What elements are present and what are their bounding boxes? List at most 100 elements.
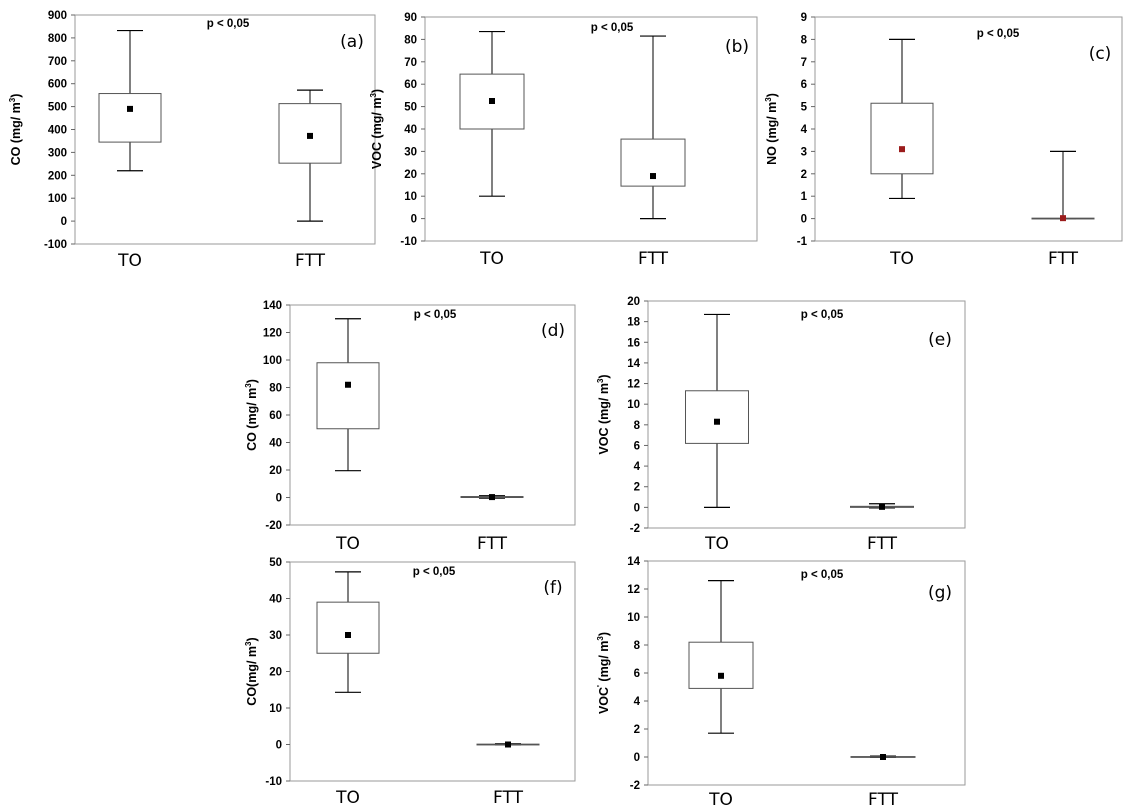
y-tick-label: 0 (634, 752, 640, 764)
y-tick-label: 7 (801, 57, 807, 69)
y-axis-label-text: VOC (mg/ m (597, 383, 611, 455)
p-value-annotation: p < 0,05 (801, 569, 844, 581)
y-axis-label-close: ) (597, 374, 611, 378)
chart-panel: -2 0 2 4 6 8 10 12 14 VOC' (mg/ m3) p < 0,05 (g) TO F… (596, 556, 966, 810)
y-axis-label: VOC (mg/ m3) (596, 374, 611, 454)
box-to (685, 313, 749, 508)
y-tick-label: 0 (276, 740, 282, 752)
mean-marker (127, 105, 133, 112)
category-label: TO (889, 249, 914, 269)
y-tick-label: 40 (404, 124, 417, 136)
box-iqr (620, 138, 686, 187)
y-tick-label: 10 (627, 612, 640, 624)
panel-label: (c) (1089, 44, 1112, 64)
y-tick-label: 6 (801, 79, 807, 91)
category-label: FTT (868, 790, 899, 810)
category-label: TO (335, 534, 360, 554)
y-tick-label: 60 (269, 410, 282, 422)
y-tick-label: 80 (269, 383, 282, 395)
p-value-annotation: p < 0,05 (591, 22, 634, 34)
panel-label: (e) (928, 330, 952, 350)
panel-label: (f) (543, 578, 562, 598)
mean-marker (879, 503, 885, 510)
y-axis-label-close: ) (370, 89, 384, 93)
y-tick-label: 12 (627, 379, 640, 391)
y-tick-label: 400 (48, 125, 67, 137)
chart-panel: -2 0 2 4 6 8 10 12 14 16 18 20 VOC (mg/ m3) p < 0,05 (… (596, 296, 966, 554)
category-label: TO (479, 249, 504, 269)
y-axis-label-text: VOC (mg/ m (370, 98, 384, 170)
mean-marker (505, 741, 511, 748)
panel-label: (a) (340, 32, 364, 52)
y-tick-label: -10 (265, 776, 282, 788)
mean-marker (718, 672, 724, 679)
y-tick-label: 0 (801, 214, 807, 226)
y-tick-label: 0 (61, 216, 67, 228)
y-tick-label: 900 (48, 10, 67, 22)
y-tick-label: 4 (801, 124, 808, 136)
y-tick-label: 90 (404, 12, 417, 24)
y-tick-label: -100 (44, 239, 67, 251)
p-value-annotation: p < 0,05 (413, 566, 456, 578)
category-label: FTT (1048, 249, 1079, 269)
box-to (870, 38, 934, 200)
y-tick-label: 10 (269, 703, 282, 715)
box-iqr (278, 103, 342, 164)
y-tick-label: 16 (627, 337, 640, 349)
box-iqr (870, 102, 934, 175)
mean-marker (489, 98, 495, 104)
chart-panel: -20 0 20 40 60 80 100 120 140 CO (mg/ m3) p < 0,05… (244, 300, 576, 554)
category-label: FTT (638, 249, 669, 269)
category-label: FTT (867, 534, 898, 554)
y-axis-label-text-mid: (mg/ m (597, 641, 611, 685)
category-label: TO (708, 790, 733, 810)
y-tick-label: 0 (276, 493, 282, 505)
y-tick-label: 18 (627, 317, 640, 329)
y-tick-label: -1 (797, 236, 808, 248)
mean-marker (307, 132, 313, 139)
y-tick-label: 8 (634, 640, 641, 652)
chart-panel: -100 0 100 200 300 400 500 600 700 800 900 CO (mg/ … (8, 10, 376, 271)
y-tick-label: 200 (48, 170, 67, 182)
box-ftt (1031, 150, 1095, 222)
y-tick-label: 80 (404, 34, 417, 46)
mean-marker (650, 173, 656, 180)
y-tick-label: 700 (48, 56, 67, 68)
y-tick-label: 40 (269, 594, 282, 606)
y-tick-label: 120 (263, 328, 282, 340)
y-tick-label: 300 (48, 147, 67, 159)
y-tick-label: 20 (404, 169, 417, 181)
p-value-annotation: p < 0,05 (801, 309, 844, 321)
y-tick-label: 50 (404, 102, 417, 114)
y-tick-label: 4 (634, 461, 641, 473)
y-axis-label-text: CO (mg/ m (245, 388, 259, 451)
p-value-annotation: p < 0,05 (207, 18, 250, 30)
y-tick-label: 1 (801, 191, 808, 203)
y-tick-label: 100 (48, 193, 67, 205)
chart-panel: -10 0 10 20 30 40 50 60 70 80 90 VOC (mg/ m3) p < 0,… (369, 12, 758, 269)
box-ftt (850, 754, 916, 760)
category-label: TO (335, 788, 360, 808)
panel-label: (b) (725, 37, 749, 57)
y-tick-label: 40 (269, 438, 282, 450)
y-axis-label-close: ) (245, 379, 259, 383)
y-axis-label-close: ) (597, 632, 611, 636)
y-axis-label-close: ) (765, 93, 779, 97)
y-tick-label: 12 (627, 584, 640, 596)
y-tick-label: 10 (404, 191, 417, 203)
y-tick-label: 500 (48, 102, 67, 114)
mean-marker (714, 418, 720, 425)
y-axis-label-superscript: 3 (596, 636, 605, 641)
plot-frame (289, 561, 576, 782)
y-tick-label: 100 (263, 355, 282, 367)
box-to (316, 571, 380, 693)
y-tick-label: 60 (404, 79, 417, 91)
y-tick-label: -10 (400, 236, 417, 248)
y-axis-label-superscript: 3 (244, 641, 253, 646)
box-to (316, 318, 380, 472)
y-axis-label: CO(mg/ m3) (244, 637, 259, 705)
category-label: FTT (493, 788, 524, 808)
y-axis-label-superscript: 3 (764, 97, 773, 102)
y-axis-label: CO (mg/ m3) (244, 379, 259, 451)
